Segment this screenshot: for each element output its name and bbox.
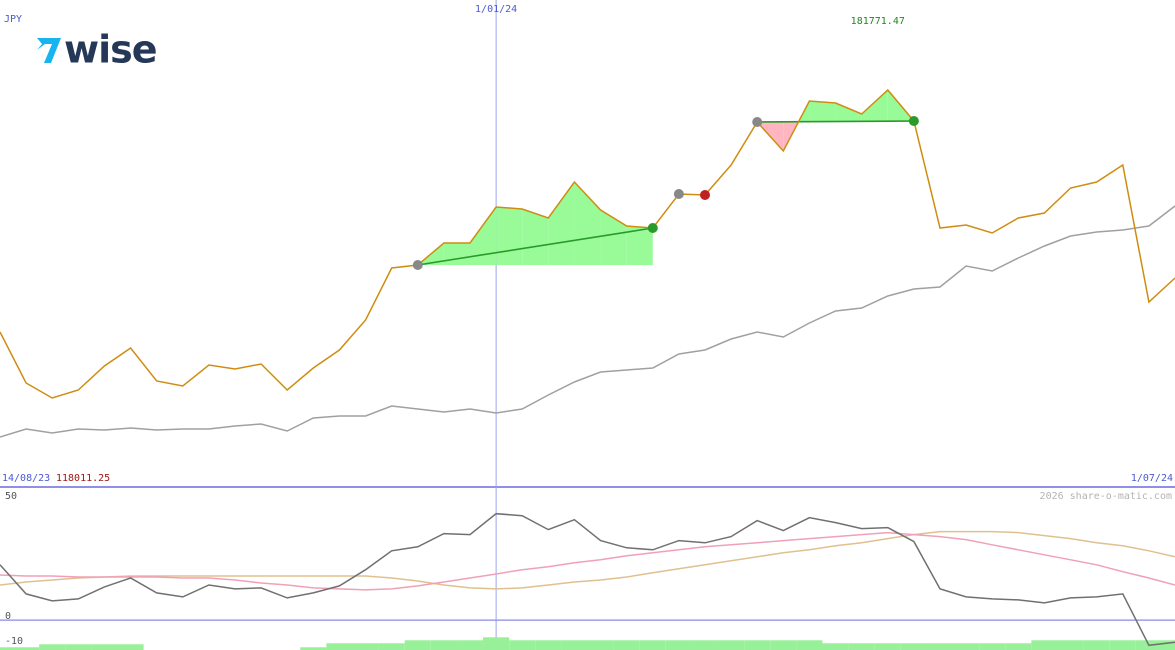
trade-fill — [835, 103, 862, 122]
volume-bar — [613, 640, 640, 650]
x-tick-label: 1/01/24 — [475, 4, 517, 15]
volume-bar — [456, 640, 484, 650]
signal-marker — [700, 190, 710, 200]
x-tick-label: 1/07/24 — [1131, 473, 1173, 484]
volume-bar — [430, 640, 457, 650]
volume-bar — [848, 643, 875, 650]
trade-fill — [600, 210, 627, 265]
volume-bar — [822, 643, 849, 650]
volume-bar — [874, 643, 901, 650]
volume-bar — [91, 644, 118, 650]
trade-fill — [861, 90, 888, 122]
volume-bar — [1031, 640, 1058, 650]
volume-bar — [117, 644, 144, 650]
volume-bar — [65, 644, 92, 650]
trade-fill — [626, 226, 653, 265]
volume-bar — [718, 640, 745, 650]
volume-bar — [13, 647, 40, 650]
volume-bar — [39, 644, 66, 650]
volume-bar — [535, 640, 562, 650]
credit: 2026 share-o-matic.com — [1040, 491, 1172, 502]
volume-bar — [561, 640, 588, 650]
volume-bar — [378, 643, 405, 650]
volume-bar — [0, 647, 14, 650]
series-line — [0, 512, 1175, 647]
series-line — [0, 88, 1175, 399]
volume-bar — [1083, 640, 1110, 650]
volume-bar — [744, 640, 771, 650]
y-tick-label: -10 — [5, 636, 23, 647]
trade-fill — [522, 209, 549, 265]
trade-fill — [548, 182, 575, 265]
volume-bar — [900, 643, 927, 650]
currency-label: JPY — [4, 14, 22, 25]
trade-fill — [470, 207, 497, 265]
signal-marker — [908, 116, 919, 126]
volume-bar — [1161, 640, 1175, 650]
volume-bar — [639, 640, 666, 650]
series-line — [0, 530, 1175, 590]
logo: wise — [37, 28, 158, 72]
y-tick-label: 50 — [5, 491, 17, 502]
logo-text: wise — [64, 28, 157, 72]
volume-bar — [665, 640, 692, 650]
signal-marker — [647, 223, 658, 233]
series-line — [0, 205, 1175, 438]
signal-marker — [673, 189, 684, 199]
volume-bar — [509, 640, 536, 650]
volume-bar — [979, 643, 1006, 650]
signal-marker — [412, 260, 423, 270]
volume-bar — [326, 643, 353, 650]
volume-bar — [796, 640, 823, 650]
series-line — [0, 531, 1175, 591]
volume-bar — [953, 643, 980, 650]
logo-flag-tip — [37, 44, 45, 50]
trade-fill — [809, 101, 836, 122]
volume-bar — [352, 643, 379, 650]
trade-fill — [574, 182, 601, 265]
volume-bar — [300, 647, 327, 650]
volume-bar — [926, 643, 954, 650]
y-tick-label: 0 — [5, 611, 11, 622]
volume-bar — [587, 640, 614, 650]
signal-marker — [752, 117, 763, 127]
trade-line — [417, 227, 653, 266]
low-label: 118011.25 — [56, 473, 110, 484]
x-tick-label: 14/08/23 — [2, 473, 50, 484]
volume-bar — [770, 640, 797, 650]
volume-bar — [483, 637, 510, 650]
volume-bar — [691, 640, 719, 650]
trade-fill — [496, 207, 523, 265]
volume-bar — [404, 640, 431, 650]
volume-bar — [1005, 643, 1032, 650]
logo-flag — [37, 38, 61, 63]
high-label: 181771.47 — [851, 16, 905, 27]
trade-line — [757, 120, 914, 123]
volume-bar — [1109, 640, 1136, 650]
trade-fill — [443, 243, 470, 265]
volume-bar — [1057, 640, 1084, 650]
